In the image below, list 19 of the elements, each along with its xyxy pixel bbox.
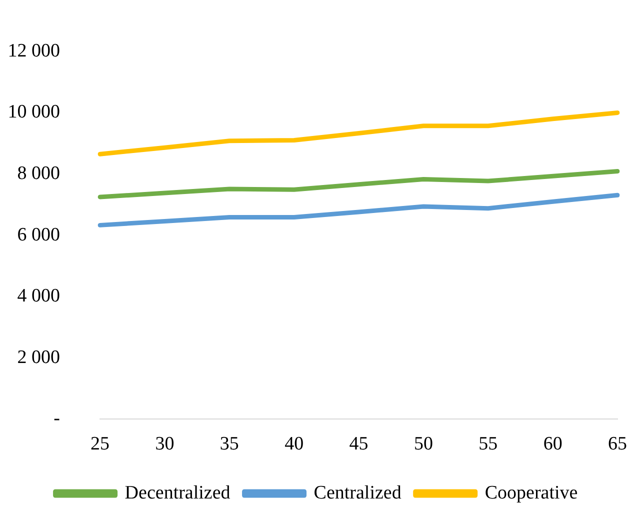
y-tick-label: 12 000 (8, 40, 60, 62)
x-tick-label: 30 (155, 434, 174, 455)
y-tick-label: 2 000 (17, 346, 60, 368)
x-tick-label: 45 (349, 434, 368, 455)
y-tick-label: 4 000 (17, 286, 60, 307)
x-tick-label: 65 (608, 434, 627, 455)
x-tick-label: 60 (543, 434, 562, 455)
y-tick-label: 8 000 (17, 162, 60, 184)
legend-label: Centralized (314, 482, 402, 504)
y-tick-label: 6 000 (17, 224, 60, 246)
legend-label: Cooperative (484, 482, 578, 504)
x-tick-label: 25 (90, 434, 110, 455)
x-tick-label: 40 (284, 434, 304, 455)
y-tick-label: 10 000 (8, 102, 60, 123)
x-tick-label: 50 (414, 434, 433, 455)
x-tick-label: 35 (220, 434, 239, 455)
legend-label: Decentralized (124, 482, 231, 504)
y-tick-label: - (54, 408, 60, 430)
x-tick-label: 55 (478, 434, 498, 455)
